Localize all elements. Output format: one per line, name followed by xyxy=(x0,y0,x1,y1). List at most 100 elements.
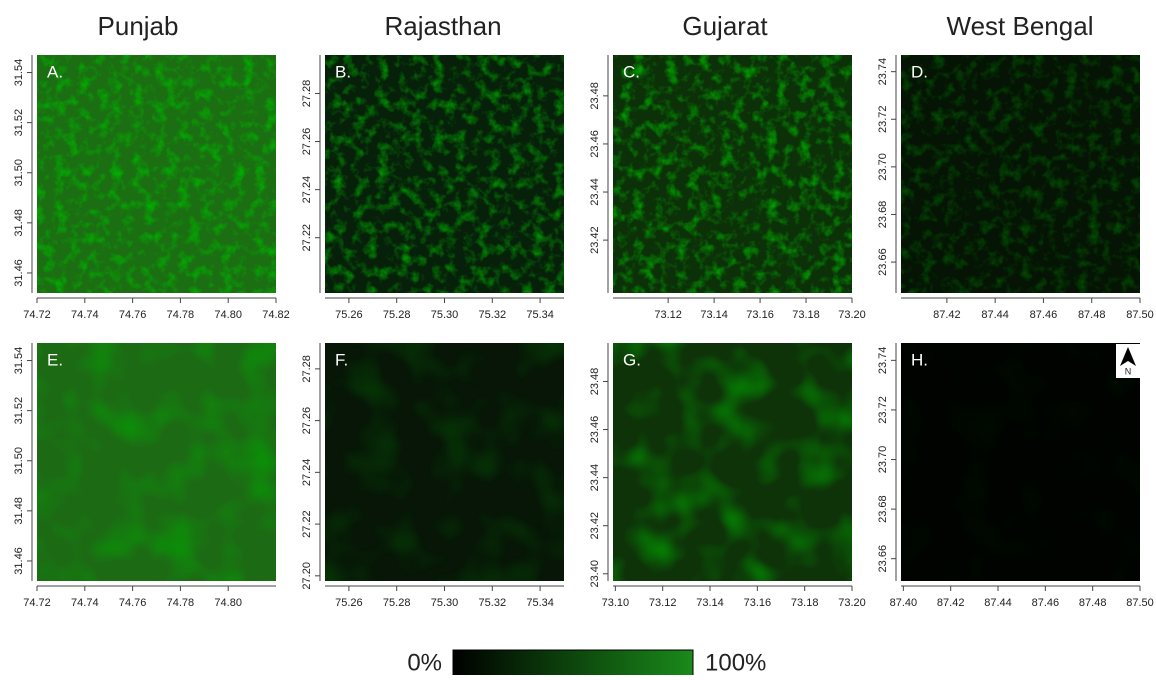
panel-label: D. xyxy=(911,62,928,81)
y-tick-label: 27.22 xyxy=(301,510,313,538)
x-tick-label: 75.34 xyxy=(526,309,554,321)
x-tick-label: 73.18 xyxy=(792,309,820,321)
map-texture xyxy=(613,55,852,293)
y-tick-label: 27.28 xyxy=(301,355,313,383)
panel-label: C. xyxy=(623,62,640,81)
x-tick-label: 87.48 xyxy=(1078,309,1106,321)
y-tick-label: 23.72 xyxy=(877,105,889,133)
y-tick-label: 31.46 xyxy=(13,259,25,287)
y-tick-label: 23.44 xyxy=(589,464,601,492)
y-tick-label: 27.28 xyxy=(301,80,313,108)
x-tick-label: 74.78 xyxy=(167,309,195,321)
x-tick-label: 73.18 xyxy=(791,597,819,609)
x-tick-label: 74.78 xyxy=(167,597,195,609)
x-tick-label: 75.26 xyxy=(335,597,363,609)
map-texture xyxy=(37,343,276,581)
y-tick-label: 23.44 xyxy=(589,178,601,206)
column-title: Punjab xyxy=(98,11,179,41)
y-tick-label: 31.48 xyxy=(13,209,25,237)
map-texture xyxy=(325,343,564,581)
column-title: Gujarat xyxy=(682,11,768,41)
map-texture xyxy=(613,343,852,581)
x-tick-label: 87.42 xyxy=(937,597,965,609)
y-tick-label: 23.72 xyxy=(877,396,889,424)
x-tick-label: 87.40 xyxy=(890,597,918,609)
y-tick-label: 31.52 xyxy=(13,109,25,137)
y-tick-label: 23.46 xyxy=(589,416,601,444)
x-tick-label: 73.20 xyxy=(838,597,866,609)
north-label: N xyxy=(1125,366,1132,376)
colorbar-max: 100% xyxy=(705,649,766,675)
y-tick-label: 31.46 xyxy=(13,547,25,575)
panel-label: A. xyxy=(47,62,63,81)
y-tick-label: 31.50 xyxy=(13,159,25,187)
x-tick-label: 75.34 xyxy=(526,597,554,609)
x-tick-label: 74.74 xyxy=(71,309,99,321)
y-tick-label: 23.66 xyxy=(877,545,889,573)
x-tick-label: 87.50 xyxy=(1126,309,1154,321)
y-tick-label: 23.46 xyxy=(589,130,601,158)
y-tick-label: 23.68 xyxy=(877,495,889,523)
x-tick-label: 75.26 xyxy=(335,309,363,321)
x-tick-label: 74.76 xyxy=(119,597,147,609)
y-tick-label: 23.66 xyxy=(877,248,889,276)
x-tick-label: 75.32 xyxy=(479,309,507,321)
map-texture xyxy=(901,343,1140,581)
y-tick-label: 23.48 xyxy=(589,368,601,396)
column-title: Rajasthan xyxy=(384,11,501,41)
y-tick-label: 23.42 xyxy=(589,512,601,540)
x-tick-label: 74.74 xyxy=(71,597,99,609)
colorbar-min: 0% xyxy=(407,649,442,675)
y-tick-label: 23.74 xyxy=(877,347,889,375)
x-tick-label: 73.14 xyxy=(696,597,724,609)
y-tick-label: 23.74 xyxy=(877,58,889,86)
map-texture xyxy=(901,55,1140,293)
x-tick-label: 87.46 xyxy=(1030,309,1058,321)
x-tick-label: 74.72 xyxy=(23,309,51,321)
x-tick-label: 75.32 xyxy=(479,597,507,609)
y-tick-label: 27.24 xyxy=(301,176,313,204)
y-tick-label: 27.26 xyxy=(301,128,313,156)
x-tick-label: 87.44 xyxy=(984,597,1012,609)
x-tick-label: 73.20 xyxy=(838,309,866,321)
x-tick-label: 74.80 xyxy=(214,597,242,609)
panel-label: H. xyxy=(911,350,928,369)
x-tick-label: 74.76 xyxy=(119,309,147,321)
x-tick-label: 87.44 xyxy=(981,309,1009,321)
panel-label: B. xyxy=(335,62,351,81)
map-texture xyxy=(37,55,276,293)
y-tick-label: 23.42 xyxy=(589,226,601,254)
x-tick-label: 73.12 xyxy=(654,309,682,321)
x-tick-label: 74.80 xyxy=(214,309,242,321)
x-tick-label: 74.82 xyxy=(262,309,290,321)
x-tick-label: 73.12 xyxy=(649,597,677,609)
y-tick-label: 27.22 xyxy=(301,224,313,252)
x-tick-label: 87.46 xyxy=(1032,597,1060,609)
y-tick-label: 31.54 xyxy=(13,347,25,375)
panel-label: G. xyxy=(623,350,641,369)
y-tick-label: 31.52 xyxy=(13,397,25,425)
y-tick-label: 23.70 xyxy=(877,446,889,474)
panel-label: F. xyxy=(335,350,348,369)
x-tick-label: 73.10 xyxy=(602,597,630,609)
x-tick-label: 75.28 xyxy=(383,309,411,321)
y-tick-label: 31.54 xyxy=(13,59,25,87)
x-tick-label: 73.16 xyxy=(746,309,774,321)
figure: 0% 100% Punjab Rajasthan Gujarat West Benga… xyxy=(0,0,1156,675)
y-tick-label: 31.48 xyxy=(13,497,25,525)
y-tick-label: 31.50 xyxy=(13,447,25,475)
panel-label: E. xyxy=(47,350,63,369)
x-tick-label: 74.72 xyxy=(23,597,51,609)
y-tick-label: 27.26 xyxy=(301,407,313,435)
y-tick-label: 23.70 xyxy=(877,153,889,181)
y-tick-label: 23.68 xyxy=(877,201,889,229)
colorbar xyxy=(453,650,693,675)
x-tick-label: 75.30 xyxy=(431,597,459,609)
column-title: West Bengal xyxy=(947,11,1094,41)
x-tick-label: 73.14 xyxy=(700,309,728,321)
x-tick-label: 87.50 xyxy=(1126,597,1154,609)
x-tick-label: 87.48 xyxy=(1079,597,1107,609)
map-texture xyxy=(325,55,564,293)
x-tick-label: 75.30 xyxy=(431,309,459,321)
x-tick-label: 87.42 xyxy=(933,309,961,321)
